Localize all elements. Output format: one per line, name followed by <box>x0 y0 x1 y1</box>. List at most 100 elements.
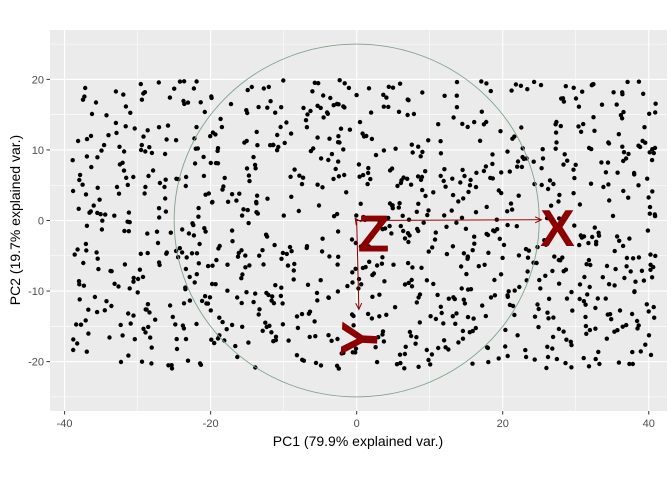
data-point <box>288 174 293 179</box>
data-point <box>202 226 207 231</box>
data-point <box>519 125 524 130</box>
data-point <box>571 191 576 196</box>
data-point <box>518 83 524 89</box>
data-point <box>599 160 604 165</box>
data-point <box>191 222 196 228</box>
data-point <box>230 239 235 244</box>
data-point <box>627 361 632 367</box>
data-point <box>347 127 353 132</box>
data-point <box>420 90 425 95</box>
data-point <box>342 172 347 178</box>
data-point <box>436 122 441 127</box>
data-point <box>167 95 173 100</box>
data-point <box>75 341 80 346</box>
data-point <box>246 340 251 345</box>
data-point <box>538 286 543 291</box>
data-point <box>545 186 551 192</box>
data-point <box>424 347 429 353</box>
data-point <box>210 263 215 268</box>
data-point <box>338 126 344 131</box>
data-point <box>539 182 544 188</box>
data-point <box>636 255 642 260</box>
data-point <box>360 265 366 271</box>
data-point <box>307 334 312 340</box>
data-point <box>384 95 389 100</box>
data-point <box>84 154 90 159</box>
data-point <box>295 325 301 331</box>
data-point <box>255 211 260 216</box>
data-point <box>554 119 559 125</box>
data-point <box>365 170 371 176</box>
data-point <box>131 279 136 284</box>
data-point <box>139 359 145 364</box>
data-point <box>235 295 240 300</box>
data-point <box>449 208 454 213</box>
data-point <box>314 290 320 296</box>
data-point <box>194 79 199 84</box>
data-point <box>368 176 373 182</box>
data-point <box>565 158 570 163</box>
data-point <box>418 154 423 159</box>
data-point <box>354 92 359 98</box>
data-point <box>647 111 652 117</box>
data-point <box>95 210 100 216</box>
data-point <box>209 281 215 287</box>
data-point <box>279 105 284 110</box>
data-point <box>406 280 411 286</box>
data-point <box>240 272 245 277</box>
data-point <box>95 155 100 160</box>
data-point <box>197 361 203 366</box>
data-point <box>380 227 385 232</box>
data-point <box>83 241 89 247</box>
data-point <box>572 175 577 181</box>
data-point <box>584 331 589 336</box>
data-point <box>550 334 556 340</box>
data-point <box>601 184 606 190</box>
data-point <box>503 327 508 333</box>
data-point <box>646 309 651 314</box>
data-point <box>320 185 325 190</box>
data-point <box>626 151 631 157</box>
data-point <box>461 297 466 302</box>
loading-arrows: X Z Y <box>330 200 575 358</box>
data-point <box>210 199 215 205</box>
data-point <box>244 290 249 295</box>
data-point <box>630 349 635 355</box>
data-point <box>499 170 504 175</box>
data-point <box>101 142 107 148</box>
data-point <box>240 324 245 329</box>
data-point <box>77 297 82 302</box>
data-point <box>74 322 79 327</box>
data-point <box>70 158 75 163</box>
data-point <box>634 318 640 324</box>
data-point <box>407 329 413 335</box>
data-point <box>439 310 444 316</box>
data-point <box>588 181 594 186</box>
data-point <box>546 316 551 321</box>
data-point <box>244 108 249 113</box>
data-point <box>350 280 355 285</box>
data-point <box>419 265 424 270</box>
data-point <box>624 322 629 328</box>
data-point <box>617 238 622 243</box>
data-point <box>145 128 150 133</box>
data-point <box>498 272 504 277</box>
data-point <box>479 109 484 114</box>
data-point <box>635 326 640 331</box>
data-point <box>652 315 657 320</box>
data-point <box>265 105 270 110</box>
data-point <box>454 220 459 225</box>
data-point <box>260 328 265 333</box>
data-point <box>229 192 235 197</box>
data-point <box>173 138 179 143</box>
data-point <box>164 250 169 255</box>
data-point <box>199 298 205 304</box>
data-point <box>329 338 334 343</box>
data-point <box>289 194 294 199</box>
data-point <box>597 361 602 367</box>
data-point <box>553 130 559 135</box>
data-point <box>402 366 407 371</box>
data-point <box>525 87 530 92</box>
data-point <box>379 261 385 266</box>
data-point <box>381 148 387 153</box>
